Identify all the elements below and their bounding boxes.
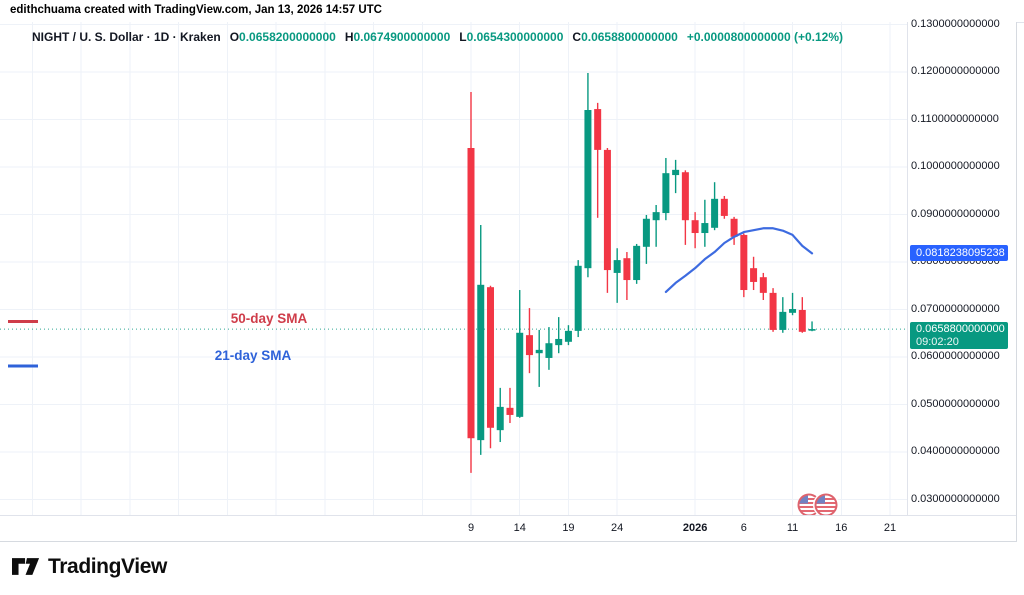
time-tick-label: 16: [835, 522, 848, 534]
candle-body: [594, 109, 602, 150]
candle-body: [672, 169, 680, 176]
price-tick-label: 0.0400000000000: [911, 445, 1000, 457]
ohlc-low: L0.0654300000000: [459, 30, 564, 44]
chart-legend: NIGHT / U. S. Dollar · 1D · Kraken O0.06…: [32, 30, 843, 44]
candle-body: [477, 284, 485, 441]
candle-body: [496, 406, 504, 431]
candle-body: [603, 149, 611, 271]
candle-body: [789, 309, 797, 313]
candle-body: [759, 277, 767, 293]
sma21-line: [664, 227, 814, 294]
candle-body: [555, 338, 563, 346]
candle-body: [720, 198, 728, 216]
us-flag-circles-icon: [797, 492, 839, 515]
attribution-text: edithchuama created with TradingView.com…: [10, 4, 382, 16]
sma21-label[interactable]: 21-day SMA: [215, 348, 292, 363]
candle-body: [506, 407, 514, 415]
tradingview-logo-text: TradingView: [48, 555, 167, 578]
last-price-value: 0.0658800000000: [916, 323, 1005, 336]
candle-body: [808, 329, 816, 331]
tradingview-mark-icon: [12, 558, 40, 575]
time-tick-label: 24: [611, 522, 624, 534]
candle-body: [779, 311, 787, 330]
candle-body: [642, 218, 650, 247]
price-tick-label: 0.0300000000000: [911, 492, 1000, 505]
price-tick-label: 0.1200000000000: [911, 65, 1000, 77]
countdown-timer: 09:02:20: [916, 336, 959, 349]
time-tick-label: 9: [467, 522, 475, 534]
price-tick-label: 0.0500000000000: [911, 397, 1000, 410]
time-tick-label: 6: [740, 522, 747, 534]
price-tick-label: 0.0900000000000: [911, 207, 1000, 220]
candle-body: [564, 330, 572, 342]
ohlc-close: C0.0658800000000: [572, 30, 678, 44]
candle-body: [740, 234, 748, 291]
candle-body: [769, 292, 777, 330]
candle-body: [613, 260, 621, 273]
time-tick-label: 11: [786, 522, 799, 534]
candle-body: [701, 223, 709, 234]
ohlc-change: +0.0000800000000 (+0.12%): [686, 30, 843, 44]
ohlc-high: H0.0674900000000: [344, 30, 451, 44]
candle-body: [574, 265, 582, 331]
candle-body: [486, 287, 494, 428]
candle-body: [633, 245, 641, 281]
price-chart[interactable]: 50-day SMA 21-day SMA: [0, 22, 908, 515]
candle-body: [652, 212, 660, 221]
price-axis-separator: [907, 22, 908, 515]
chart-widget: 50-day SMA 21-day SMA NIGHT / U. S. Dolla…: [0, 18, 1017, 542]
sma-value-badge: 0.0818238095238: [910, 245, 1008, 262]
price-tick-label: 0.0700000000000: [911, 302, 1000, 315]
candle-body: [584, 110, 592, 269]
time-tick-label: 21: [883, 522, 897, 534]
price-tick-label: 0.1300000000000: [911, 17, 1000, 30]
symbol-title[interactable]: NIGHT / U. S. Dollar · 1D · Kraken: [32, 30, 221, 44]
time-tick-label: 14: [513, 522, 526, 534]
price-tick-label: 0.0600000000000: [911, 350, 1000, 362]
candle-body: [798, 309, 806, 332]
price-tick-label: 0.1000000000000: [911, 160, 1000, 172]
candle-body: [681, 172, 689, 221]
sma50-label[interactable]: 50-day SMA: [231, 311, 308, 326]
candle-body: [691, 220, 699, 234]
candle-body: [750, 268, 758, 282]
ohlc-open: O0.0658200000000: [229, 30, 336, 44]
candle-body: [545, 343, 553, 358]
candle-body: [516, 332, 524, 417]
last-price-badge: 0.0658800000000 09:02:20: [910, 322, 1008, 350]
time-axis-separator: [0, 515, 1016, 516]
candle-body: [623, 258, 631, 281]
tradingview-logo[interactable]: TradingView: [12, 555, 167, 579]
time-tick-label: 19: [562, 522, 575, 534]
candle-body: [525, 335, 533, 356]
candle-body: [535, 349, 543, 354]
time-tick-label: 2026: [682, 522, 708, 534]
price-tick-label: 0.1100000000000: [911, 112, 999, 125]
candle-body: [662, 173, 670, 214]
candle-body: [711, 198, 719, 228]
candle-body: [730, 218, 738, 237]
candle-body: [467, 148, 475, 439]
